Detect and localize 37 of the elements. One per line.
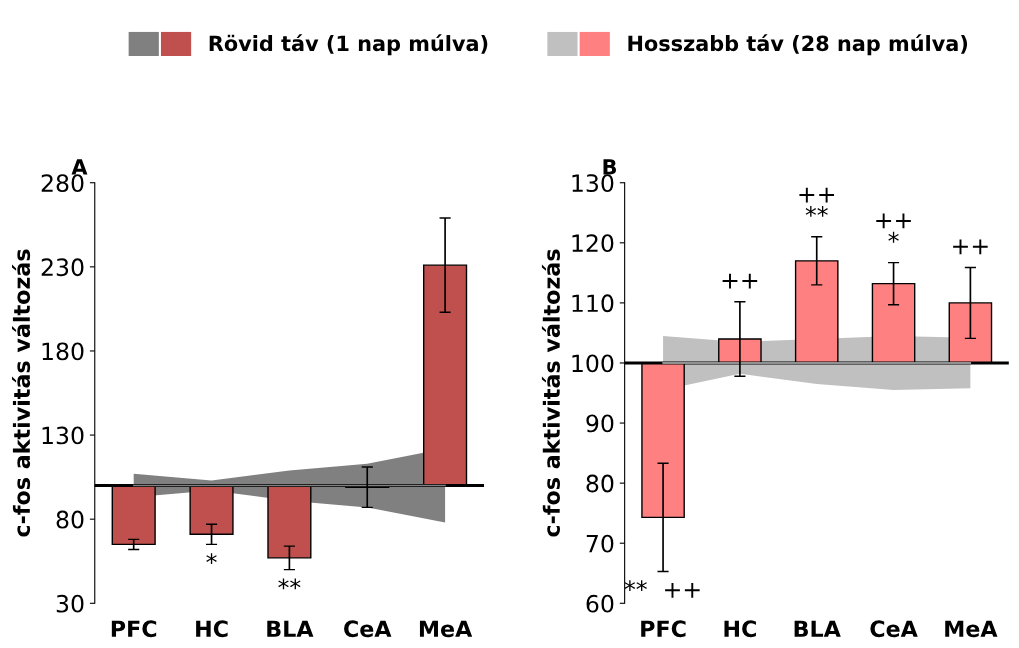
x-tick-label: PFC <box>641 620 686 638</box>
x-tick-label: MeA <box>419 620 473 638</box>
annotation: ++ ** <box>799 187 835 217</box>
y-tick-label: 80 <box>586 474 614 493</box>
y-tick-label: 80 <box>56 510 84 529</box>
chart-title: B <box>603 159 617 175</box>
y-tick-label: 130 <box>42 426 84 445</box>
y-tick-label: 30 <box>56 594 84 613</box>
x-tick-label: BLA <box>267 620 314 637</box>
y-tick-label: 90 <box>586 414 614 433</box>
y-tick-label: 110 <box>572 294 614 313</box>
annotation: ++ <box>722 273 758 289</box>
y-tick-label: 280 <box>41 174 84 193</box>
y-tick-label: 70 <box>586 534 614 553</box>
chart-title: A <box>71 159 88 175</box>
y-axis-title: c-fos aktivitás változás <box>12 249 31 537</box>
annotation: ** ++ <box>624 580 700 598</box>
x-tick-label: BLA <box>794 620 841 637</box>
annotation: ++ * <box>876 213 911 243</box>
x-tick-label: HC <box>196 620 228 638</box>
y-tick-label: 180 <box>42 342 84 361</box>
y-axis-title: c-fos aktivitás változás <box>541 249 560 537</box>
x-tick-label: MeA <box>945 620 998 638</box>
annotation: ++ <box>953 239 988 255</box>
y-tick-label: 230 <box>41 258 84 277</box>
legend-label: Hosszabb táv (28 nap múlva) <box>628 34 968 56</box>
annotation: ** <box>278 578 301 590</box>
legend-label: Rövid táv (1 nap múlva) <box>209 34 488 56</box>
annotation: * <box>206 553 217 564</box>
y-tick-label: 60 <box>586 594 614 613</box>
x-tick-label: CeA <box>870 620 918 638</box>
y-tick-label: 100 <box>572 354 614 373</box>
y-tick-label: 120 <box>572 234 614 253</box>
y-tick-label: 130 <box>572 174 614 193</box>
x-tick-label: HC <box>724 620 756 638</box>
x-tick-label: PFC <box>111 620 157 638</box>
x-tick-label: CeA <box>344 620 392 638</box>
